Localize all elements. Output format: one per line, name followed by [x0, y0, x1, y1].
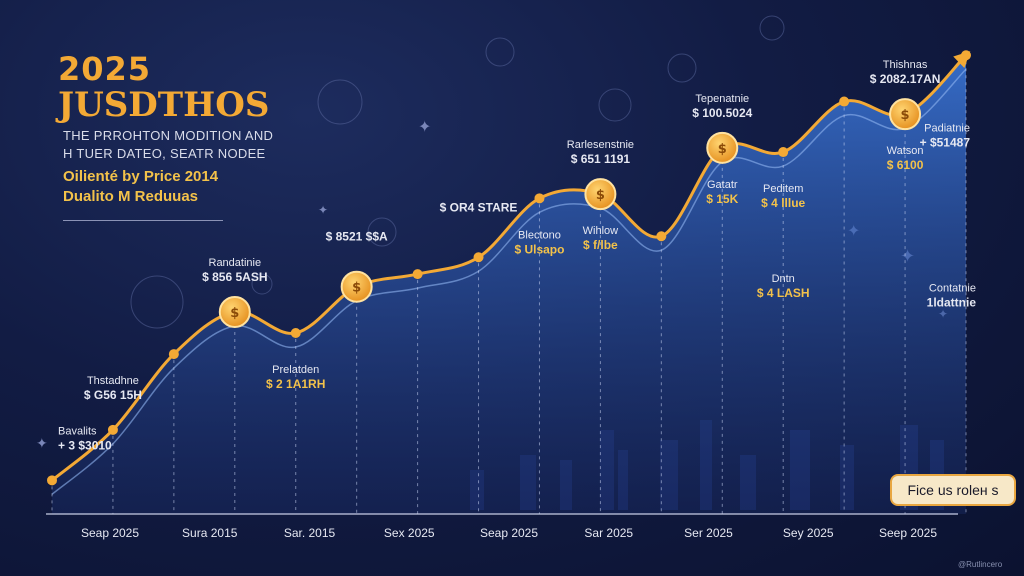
point-annotation: Tepenatnie$ 100.5024 [692, 93, 752, 120]
annotation-value: $ 651 1191 [571, 152, 631, 166]
coin-marker: $ [889, 98, 922, 131]
point-annotation: Wihlow$ f/lbe [583, 225, 619, 252]
data-point [412, 269, 423, 280]
x-tick-label: Sex 2025 [384, 526, 435, 540]
point-annotation: Gatatr$ 15K [706, 179, 738, 206]
point-annotation: Prelatden$ 2 1A1RH [266, 364, 325, 391]
annotation-value: $ 8521 $$A [326, 230, 388, 244]
point-annotation: Rarlesenstnie$ 651 1191 [567, 139, 634, 166]
annotation-label: Randatinie [209, 257, 262, 269]
annotation-label: Contatnie [929, 282, 976, 294]
data-point [778, 147, 789, 158]
coin-marker: $ [340, 270, 373, 303]
svg-text:✦: ✦ [418, 117, 431, 136]
point-annotation: Watson$ 6100 [887, 145, 924, 172]
subtitle-line-1: THE PRROHTON MODITION AND [63, 128, 274, 143]
annotation-value: $ 2 1A1RH [266, 377, 325, 391]
data-point [168, 349, 179, 360]
data-point [839, 96, 850, 107]
point-annotation: Blectono$ Ulsapo [514, 229, 564, 256]
x-tick-label: Sar 2025 [584, 526, 633, 540]
highlight-line-2: Dualito M Reduuas [63, 188, 199, 205]
title-divider [63, 220, 223, 221]
annotation-value: $ Ulsapo [514, 242, 564, 256]
image-credit: @Rutlincero [958, 560, 1003, 569]
annotation-label: Thstadhne [87, 375, 139, 387]
annotation-value: $ G56 15H [84, 388, 142, 402]
point-annotation: Peditem$ 4 lllue [761, 183, 805, 210]
data-point [656, 231, 667, 242]
data-point [961, 50, 971, 61]
svg-text:$: $ [901, 108, 910, 123]
point-annotation: Thstadhne$ G56 15H [84, 375, 142, 402]
annotation-value: $ 856 5ASH [202, 270, 267, 284]
series-area [52, 55, 966, 515]
coin-marker: $ [706, 131, 739, 164]
data-point [473, 252, 484, 263]
point-annotation: $ OR4 STARE [440, 200, 518, 214]
svg-text:$: $ [596, 188, 605, 203]
coin-marker: $ [218, 295, 251, 328]
data-point [534, 193, 545, 204]
point-annotation: Bavalits+ 3 $3010 [58, 425, 112, 452]
annotation-value: $ 4 LASH [757, 286, 810, 300]
annotation-label: Prelatden [272, 364, 319, 376]
annotation-label: Rarlesenstnie [567, 139, 634, 151]
annotation-label: Wihlow [583, 225, 619, 237]
annotation-value: $ OR4 STARE [440, 200, 518, 214]
point-annotation: Randatinie$ 856 5ASH [202, 257, 267, 284]
annotation-value: + 3 $3010 [58, 438, 112, 452]
annotation-label: Tepenatnie [695, 93, 749, 105]
annotation-label: Dntn [772, 273, 795, 285]
cta-button[interactable]: Fice us roleн s [890, 474, 1016, 506]
decorative-medallions [130, 15, 785, 329]
x-tick-label: Sar. 2015 [284, 526, 336, 540]
point-annotation: Thishnas$ 2082.17AN [870, 59, 941, 86]
annotation-label: Peditem [763, 183, 803, 195]
annotation-value: $ 4 lllue [761, 196, 805, 210]
subtitle-line-2: H TUER DATEO, SEATR NODEE [63, 146, 266, 161]
x-tick-label: Seap 2025 [480, 526, 538, 540]
annotation-value: $ 100.5024 [692, 106, 752, 120]
annotation-label: Blectono [518, 229, 561, 241]
title-block: 2025 JUSDTHOS [58, 52, 269, 124]
title-year: 2025 [58, 50, 152, 88]
point-annotation: $ 8521 $$A [326, 230, 388, 244]
svg-text:$: $ [230, 306, 239, 321]
data-point [47, 475, 57, 486]
x-tick-label: Sey 2025 [783, 526, 834, 540]
annotation-label: Padiatnie [924, 122, 970, 134]
annotation-value: $ f/lbe [583, 238, 618, 252]
x-tick-label: Ser 2025 [684, 526, 733, 540]
svg-text:✦: ✦ [36, 436, 48, 452]
point-annotation: Padiatnie+ $51487 [920, 122, 971, 149]
annotation-value: $ 15K [706, 192, 738, 206]
point-annotation: Dntn$ 4 LASH [757, 273, 810, 300]
x-tick-label: Seap 2025 [81, 526, 139, 540]
svg-text:$: $ [352, 281, 361, 296]
annotation-label: Thishnas [883, 59, 928, 71]
highlight-line-1: Oilienté by Price 2014 [63, 168, 219, 185]
x-tick-label: Seep 2025 [879, 526, 937, 540]
page-title: JUSDTHOS [58, 85, 270, 125]
annotation-label: Gatatr [707, 179, 738, 191]
svg-text:$: $ [718, 142, 727, 157]
annotation-label: Watson [887, 145, 924, 157]
annotation-value: $ 6100 [887, 158, 924, 172]
annotation-label: Bavalits [58, 425, 97, 437]
data-point [290, 328, 301, 339]
annotation-value: + $51487 [920, 135, 971, 149]
x-tick-label: Sura 2015 [182, 526, 238, 540]
coin-marker: $ [584, 178, 617, 211]
data-point [107, 424, 118, 435]
svg-text:✦: ✦ [318, 203, 328, 217]
series-shadow-line [51, 68, 967, 495]
annotation-value: $ 2082.17AN [870, 72, 941, 86]
series-line [51, 54, 968, 482]
annotation-value: 1ldattnie [927, 295, 977, 309]
